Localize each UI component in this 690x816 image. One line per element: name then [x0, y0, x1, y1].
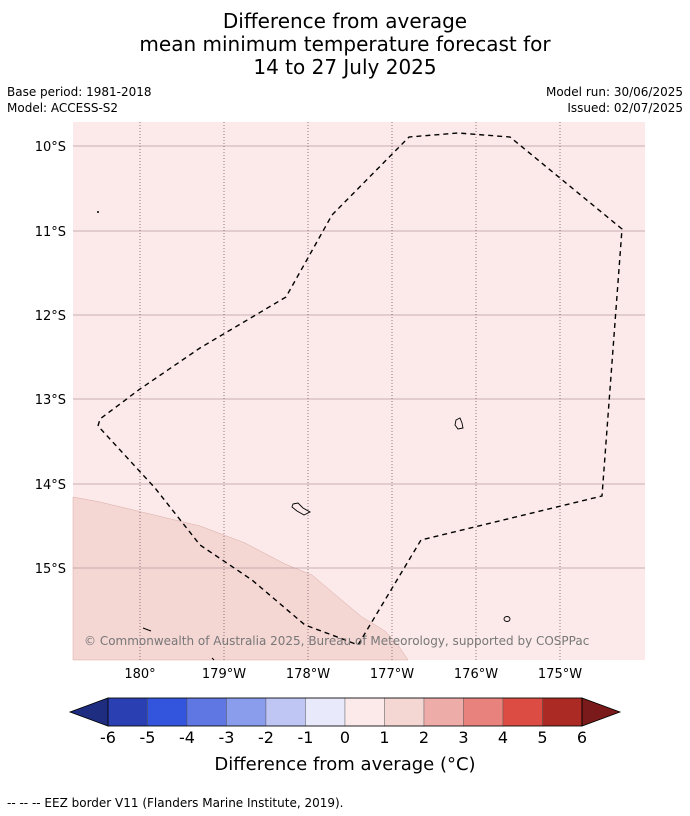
model-run-text: Model run: 30/06/2025: [545, 85, 683, 99]
colorbar-swatch: [107, 697, 148, 727]
colorbar-tick-label: -5: [140, 728, 156, 747]
colorbar-tick-label: -4: [179, 728, 195, 747]
lon-label: 180°: [124, 667, 155, 682]
island-outline: [291, 502, 311, 516]
colorbar-swatch: [384, 697, 425, 727]
colorbar-swatch: [542, 697, 583, 727]
title-line-3: 14 to 27 July 2025: [253, 55, 437, 79]
colorbar-tick-label: 0: [340, 728, 350, 747]
colorbar-outline: [107, 697, 583, 727]
eez-footnote: -- -- -- EEZ border V11 (Flanders Marine…: [7, 796, 344, 810]
issued-text: Issued: 02/07/2025: [567, 101, 683, 115]
colorbar-tick-label: -1: [298, 728, 314, 747]
lat-label: 11°S: [35, 225, 66, 240]
colorbar-tick-label: -6: [100, 728, 116, 747]
island-outline: [503, 616, 511, 622]
colorbar: -6 -5 -4 -3 -2 -1 0 1 2 3 4 5 6: [68, 697, 622, 747]
island-dot: [97, 211, 99, 213]
lat-gridlines: [73, 145, 645, 569]
colorbar-swatch: [463, 697, 504, 727]
copyright-text: © Commonwealth of Australia 2025, Bureau…: [84, 634, 589, 648]
colorbar-swatch: [265, 697, 306, 727]
model-text: Model: ACCESS-S2: [7, 101, 119, 115]
colorbar-tick-label: 1: [379, 728, 389, 747]
lon-label: 177°W: [370, 667, 414, 682]
lat-label: 10°S: [35, 140, 66, 155]
colorbar-swatch: [305, 697, 346, 727]
colorbar-swatch: [186, 697, 227, 727]
colorbar-extend-low: [68, 697, 109, 727]
eez-border: [97, 132, 623, 646]
title-line-2: mean minimum temperature forecast for: [139, 32, 551, 56]
colorbar-tick-label: 4: [498, 728, 508, 747]
lat-label: 12°S: [35, 309, 66, 324]
colorbar-tick-label: 2: [419, 728, 429, 747]
lon-label: 179°W: [202, 667, 246, 682]
colorbar-swatch: [344, 697, 385, 727]
colorbar-swatch: [226, 697, 267, 727]
lat-label: 14°S: [35, 478, 66, 493]
colorbar-tick-label: 6: [577, 728, 587, 747]
colorbar-tick-label: 3: [458, 728, 468, 747]
colorbar-tick-label: -3: [219, 728, 235, 747]
lat-label: 15°S: [35, 562, 66, 577]
colorbar-swatch: [502, 697, 543, 727]
base-period-text: Base period: 1981-2018: [7, 85, 152, 99]
lon-label: 176°W: [454, 667, 498, 682]
warm-anomaly-region: [72, 496, 409, 661]
colorbar-extend-high: [581, 697, 622, 727]
lon-label: 178°W: [286, 667, 330, 682]
colorbar-swatch: [423, 697, 464, 727]
colorbar-swatch: [147, 697, 188, 727]
island-outline: [142, 627, 152, 632]
title-line-1: Difference from average: [222, 9, 468, 33]
colorbar-tick-label: 5: [537, 728, 547, 747]
colorbar-tick-label: -2: [258, 728, 274, 747]
colorbar-title: Difference from average (°C): [214, 754, 476, 775]
lon-label: 175°W: [538, 667, 582, 682]
lat-label: 13°S: [35, 393, 66, 408]
island-outline: [211, 657, 215, 661]
island-outline: [454, 417, 464, 430]
